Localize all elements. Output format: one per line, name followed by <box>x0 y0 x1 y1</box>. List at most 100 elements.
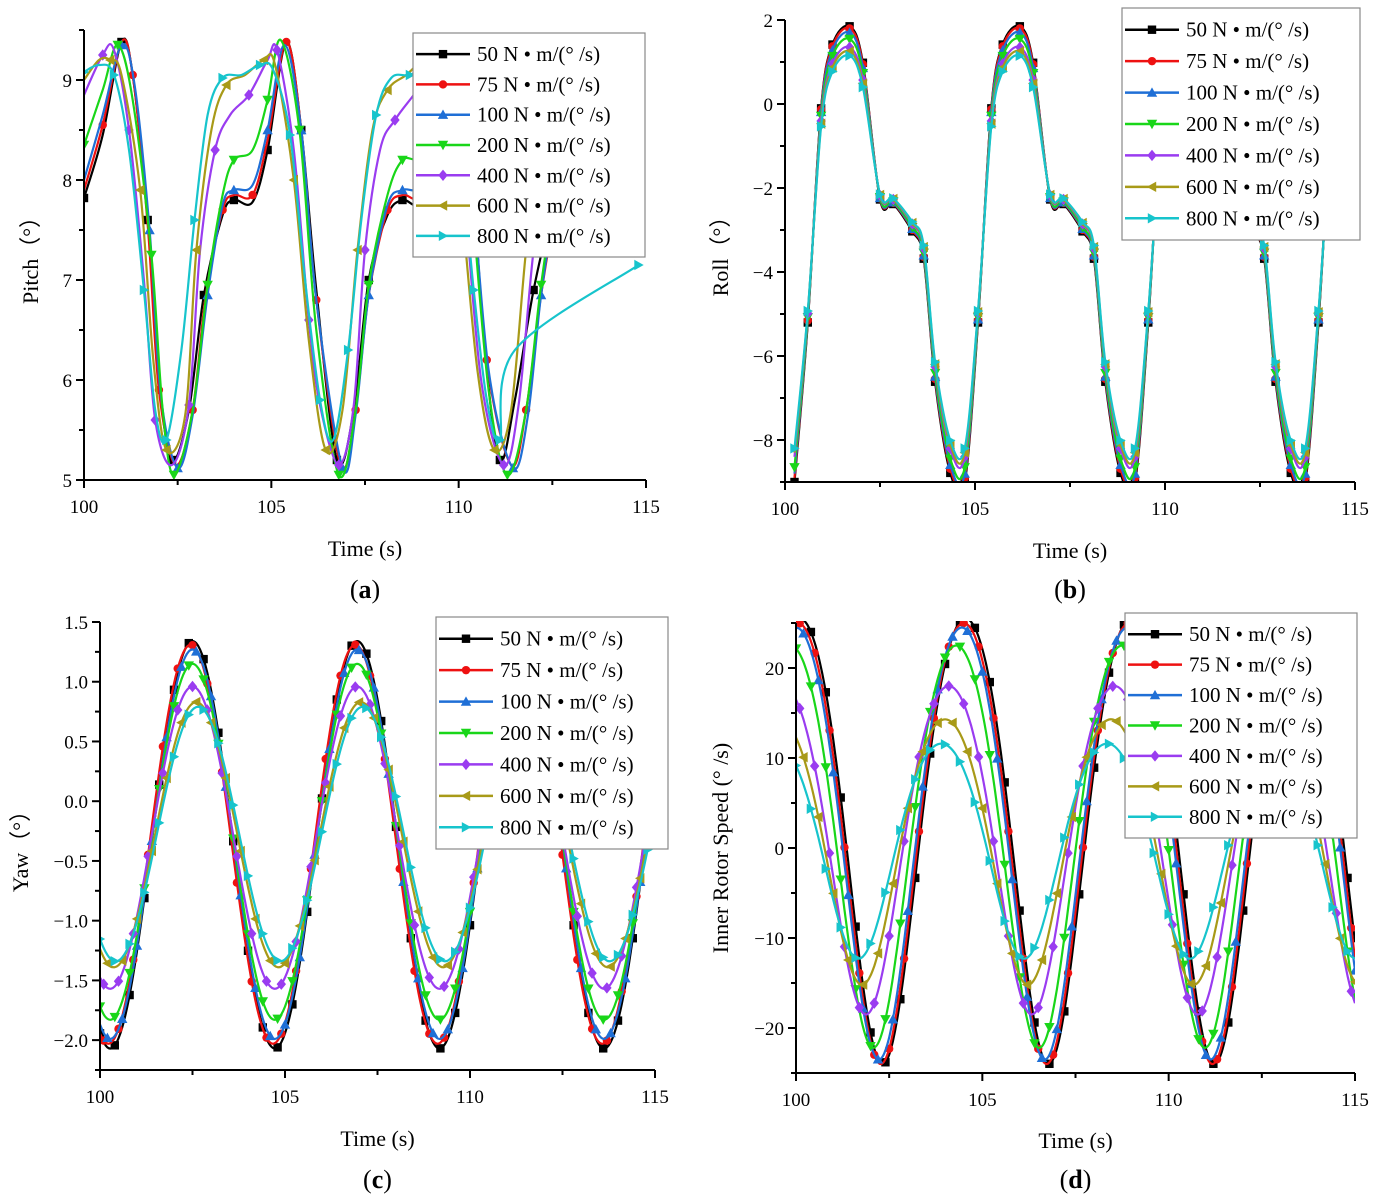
data-point-marker <box>362 649 371 658</box>
data-point-marker <box>405 69 416 81</box>
data-point-marker <box>139 284 150 296</box>
panel-label: (b) <box>1054 575 1086 604</box>
legend-marker <box>1146 87 1158 97</box>
data-point-marker <box>1046 189 1056 200</box>
data-point-marker <box>896 824 906 836</box>
legend-marker <box>438 49 448 59</box>
data-point-marker <box>962 625 973 635</box>
y-tick-label: −1.5 <box>54 971 88 992</box>
y-axis-title: Inner Rotor Speed (° /s) <box>708 743 733 953</box>
legend-item: 100 N • m/(° /s) <box>416 103 611 127</box>
y-axis-title: Pitch（°） <box>18 206 43 304</box>
data-point-marker <box>168 702 180 712</box>
legend-item: 50 N • m/(° /s) <box>439 627 623 651</box>
y-axis-title: Yaw（°） <box>8 800 33 892</box>
data-point-marker <box>228 184 240 195</box>
x-tick-label: 105 <box>968 1090 997 1111</box>
y-tick-label: −2 <box>753 179 773 200</box>
data-point-marker <box>1343 873 1352 883</box>
data-point-marker <box>1313 840 1323 851</box>
legend-marker <box>461 665 471 675</box>
data-point-marker <box>1028 81 1039 93</box>
legend-marker <box>437 200 448 211</box>
legend-item: 50 N • m/(° /s) <box>416 42 600 66</box>
y-tick-label: 10 <box>765 749 784 770</box>
legend-label: 200 N • m/(° /s) <box>1186 112 1320 136</box>
data-point-marker <box>424 971 434 984</box>
y-tick-label: −8 <box>753 431 773 452</box>
data-point-marker <box>854 1001 865 1014</box>
data-point-marker <box>902 905 913 915</box>
data-point-marker <box>872 1054 884 1064</box>
data-point-marker <box>851 952 861 964</box>
data-point-marker <box>1018 997 1029 1009</box>
data-point-marker <box>939 653 951 663</box>
legend-label: 200 N • m/(° /s) <box>1189 714 1323 738</box>
data-point-marker <box>1343 946 1353 957</box>
data-point-marker <box>932 717 942 729</box>
data-point-marker <box>100 936 106 942</box>
data-point-marker <box>1179 948 1189 960</box>
data-point-marker <box>584 916 594 927</box>
data-point-marker <box>169 751 180 762</box>
data-point-marker <box>954 642 966 653</box>
data-point-marker <box>1193 1035 1204 1045</box>
data-point-marker <box>436 954 446 965</box>
data-point-marker <box>1215 897 1226 909</box>
data-point-marker <box>1116 435 1126 446</box>
data-point-marker <box>350 681 360 693</box>
legend-item: 800 N • m/(° /s) <box>1125 206 1320 230</box>
data-point-marker <box>821 688 831 697</box>
data-point-marker <box>262 124 273 135</box>
data-point-marker <box>1230 936 1241 946</box>
x-tick-label: 110 <box>445 497 473 518</box>
data-point-marker <box>1111 716 1121 727</box>
data-point-marker <box>851 922 860 931</box>
legend-item: 400 N • m/(° /s) <box>1125 143 1320 167</box>
data-point-marker <box>1006 873 1018 884</box>
data-point-marker <box>1036 954 1047 966</box>
data-point-marker <box>790 443 800 454</box>
legend-label: 800 N • m/(° /s) <box>1189 805 1323 829</box>
data-point-marker <box>279 1019 291 1029</box>
data-point-marker <box>1000 778 1009 787</box>
data-point-marker <box>887 1014 899 1024</box>
subplot-b: 100 105 110 115 −8 −6 −4 −2 0 2 Time (s) Roll（°） (b)… <box>708 7 1369 604</box>
legend-item: 600 N • m/(° /s) <box>416 194 611 218</box>
data-point-marker <box>813 674 824 685</box>
data-point-marker <box>353 644 365 655</box>
legend-marker <box>460 728 472 739</box>
data-point-marker <box>169 685 179 695</box>
data-point-marker <box>1130 443 1141 454</box>
data-point-marker <box>261 975 272 987</box>
data-point-marker <box>1093 702 1103 715</box>
data-point-marker <box>1215 1032 1227 1042</box>
legend: 50 N • m/(° /s) 75 N • m/(° /s) 100 N • m/… <box>435 616 669 850</box>
legend-item: 75 N • m/(° /s) <box>439 658 623 682</box>
legend-label: 75 N • m/(° /s) <box>477 72 600 96</box>
data-point-marker <box>872 948 883 959</box>
data-point-marker <box>1259 240 1270 251</box>
legend-item: 75 N • m/(° /s) <box>1128 653 1312 677</box>
data-point-marker <box>191 244 201 256</box>
legend-label: 100 N • m/(° /s) <box>1189 683 1323 707</box>
data-point-marker <box>1029 1039 1040 1049</box>
data-point-marker <box>317 826 328 838</box>
data-point-marker <box>1015 906 1024 915</box>
data-point-marker <box>875 189 886 200</box>
data-point-marker <box>117 1013 128 1023</box>
data-point-marker <box>135 184 145 196</box>
data-point-marker <box>303 895 313 906</box>
data-point-marker <box>110 1041 119 1050</box>
data-point-marker <box>377 732 387 743</box>
legend-label: 400 N • m/(° /s) <box>477 163 611 187</box>
data-point-marker <box>1089 763 1099 772</box>
legend-marker <box>437 109 449 119</box>
legend-label: 400 N • m/(° /s) <box>1186 143 1320 167</box>
legend-marker <box>1147 213 1158 224</box>
legend-label: 100 N • m/(° /s) <box>477 103 611 127</box>
data-point-marker <box>158 767 168 779</box>
data-point-marker <box>1101 356 1111 368</box>
legend-marker <box>460 790 471 802</box>
data-point-marker <box>977 803 987 814</box>
